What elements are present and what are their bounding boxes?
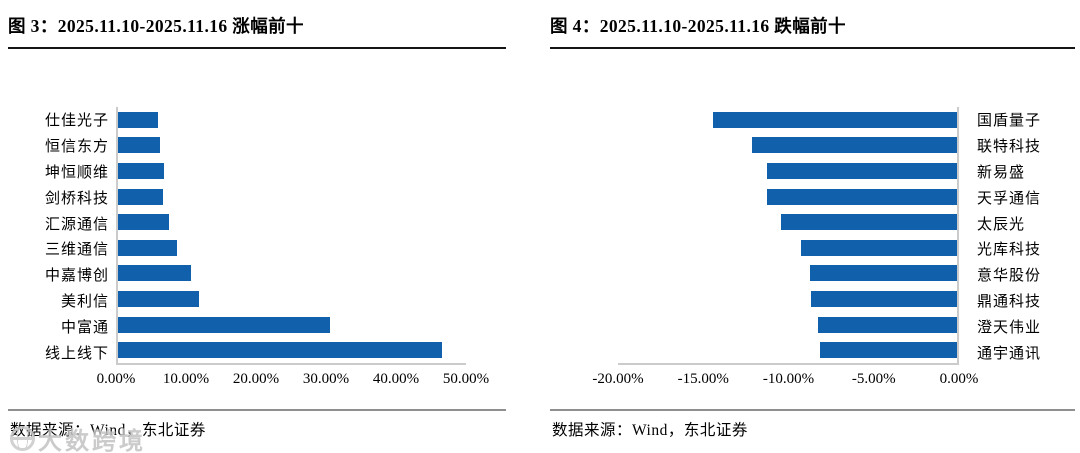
category-label: 鼎通科技 bbox=[977, 293, 1042, 310]
x-tick-label: 20.00% bbox=[232, 371, 280, 387]
plot-area bbox=[116, 107, 466, 365]
category-label: 意华股份 bbox=[977, 268, 1042, 285]
x-axis: -20.00% -15.00% -10.00% -5.00% 0.00% bbox=[592, 365, 978, 391]
bar bbox=[811, 290, 957, 307]
x-tick-label: 0.00% bbox=[939, 371, 979, 387]
x-tick-label: 30.00% bbox=[302, 371, 350, 387]
bar bbox=[819, 342, 957, 359]
bar-row bbox=[118, 133, 466, 159]
bar-row bbox=[118, 312, 466, 338]
x-tick-label: -15.00% bbox=[677, 371, 729, 387]
bar bbox=[118, 342, 442, 359]
losers-bar-chart: -20.00% -15.00% -10.00% -5.00% 0.00% 国盾量子联特科技… bbox=[550, 107, 1075, 391]
plot-column: -20.00% -15.00% -10.00% -5.00% 0.00% bbox=[592, 107, 978, 391]
bar bbox=[118, 214, 169, 231]
bar bbox=[118, 290, 200, 307]
category-label: 中嘉博创 bbox=[44, 268, 109, 285]
figure3-title: 图 3：2025.11.10-2025.11.16 涨幅前十 bbox=[8, 6, 506, 49]
category-label: 国盾量子 bbox=[977, 113, 1042, 130]
x-tick-label: 40.00% bbox=[372, 371, 420, 387]
bar bbox=[780, 214, 957, 231]
bar-row bbox=[618, 158, 957, 184]
bar bbox=[118, 316, 331, 333]
bar-row bbox=[118, 158, 466, 184]
bar bbox=[118, 239, 178, 256]
bar-row bbox=[118, 209, 466, 235]
bar bbox=[801, 239, 957, 256]
spacer bbox=[550, 107, 618, 391]
category-label: 光库科技 bbox=[977, 242, 1042, 259]
x-tick-label: -20.00% bbox=[592, 371, 644, 387]
x-tick-label: 0.00% bbox=[96, 371, 136, 387]
category-label: 汇源通信 bbox=[44, 216, 109, 233]
bar bbox=[118, 162, 164, 179]
bar-row bbox=[618, 184, 957, 210]
bar-row bbox=[118, 235, 466, 261]
category-axis: 国盾量子联特科技新易盛天孚通信太辰光光库科技意华股份鼎通科技澄天伟业通宇通讯 bbox=[959, 107, 1075, 365]
bar bbox=[767, 162, 957, 179]
bar-row bbox=[618, 107, 957, 133]
x-tick-label: -5.00% bbox=[851, 371, 896, 387]
panel-gainers: 图 3：2025.11.10-2025.11.16 涨幅前十 仕佳光子恒信东方坤… bbox=[8, 6, 506, 453]
bar bbox=[118, 137, 160, 154]
category-label: 坤恒顺维 bbox=[44, 164, 109, 181]
category-label: 仕佳光子 bbox=[44, 113, 109, 130]
x-tick-label: -10.00% bbox=[762, 371, 815, 387]
category-label: 太辰光 bbox=[977, 216, 1026, 233]
chart-body: 仕佳光子 恒信东方 坤恒顺维 剑桥科技 汇源通信 三维通信 中嘉博创 美利信 中富通 线上线下 0.… bbox=[8, 107, 506, 391]
x-axis: 0.00% 10.00% 20.00% 30.00% 40.00% 50.00% bbox=[97, 365, 490, 391]
figure3-data-source: 数据来源：Wind，东北证券 bbox=[8, 409, 506, 453]
bar-row bbox=[618, 337, 957, 363]
x-tick-label: 10.00% bbox=[162, 371, 210, 387]
category-label: 天孚通信 bbox=[977, 190, 1042, 207]
category-label: 三维通信 bbox=[44, 242, 109, 259]
category-axis: 仕佳光子恒信东方坤恒顺维剑桥科技汇源通信三维通信中嘉博创美利信中富通线上线下 bbox=[8, 107, 116, 365]
category-label: 联特科技 bbox=[977, 139, 1042, 156]
x-tick-label: 50.00% bbox=[442, 371, 490, 387]
category-label: 恒信东方 bbox=[44, 139, 109, 156]
panel-losers: 图 4：2025.11.10-2025.11.16 跌幅前十 -20.00% -1… bbox=[550, 6, 1075, 453]
bar bbox=[712, 111, 957, 128]
bar-row bbox=[618, 286, 957, 312]
category-label: 新易盛 bbox=[977, 164, 1026, 181]
chart-body: -20.00% -15.00% -10.00% -5.00% 0.00% 国盾量子联特科技… bbox=[550, 107, 1075, 391]
category-label: 剑桥科技 bbox=[44, 190, 109, 207]
bar-row bbox=[618, 261, 957, 287]
bar bbox=[809, 265, 957, 282]
bar-row bbox=[618, 235, 957, 261]
gainers-bar-chart: 仕佳光子 恒信东方 坤恒顺维 剑桥科技 汇源通信 三维通信 中嘉博创 美利信 中富通 线上线下 0.… bbox=[8, 107, 506, 391]
plot-column: 0.00% 10.00% 20.00% 30.00% 40.00% 50.00% bbox=[97, 107, 490, 391]
bar-row bbox=[118, 261, 466, 287]
figure4-data-source: 数据来源：Wind，东北证券 bbox=[550, 409, 1075, 453]
bar-row bbox=[618, 209, 957, 235]
bar bbox=[818, 316, 957, 333]
category-label: 通宇通讯 bbox=[977, 345, 1042, 362]
bar bbox=[751, 137, 957, 154]
bar-row bbox=[118, 337, 466, 363]
bar-row bbox=[118, 184, 466, 210]
figure4-title: 图 4：2025.11.10-2025.11.16 跌幅前十 bbox=[550, 6, 1075, 49]
category-label: 中富通 bbox=[60, 319, 109, 336]
category-label: 线上线下 bbox=[44, 345, 109, 362]
bar-row bbox=[118, 286, 466, 312]
category-label: 美利信 bbox=[60, 293, 109, 310]
plot-area bbox=[618, 107, 959, 365]
bar bbox=[118, 188, 164, 205]
bar-row bbox=[618, 133, 957, 159]
bar bbox=[767, 188, 957, 205]
category-label: 澄天伟业 bbox=[977, 319, 1042, 336]
bar bbox=[118, 265, 192, 282]
bar-row bbox=[118, 107, 466, 133]
bar bbox=[118, 111, 159, 128]
bar-row bbox=[618, 312, 957, 338]
